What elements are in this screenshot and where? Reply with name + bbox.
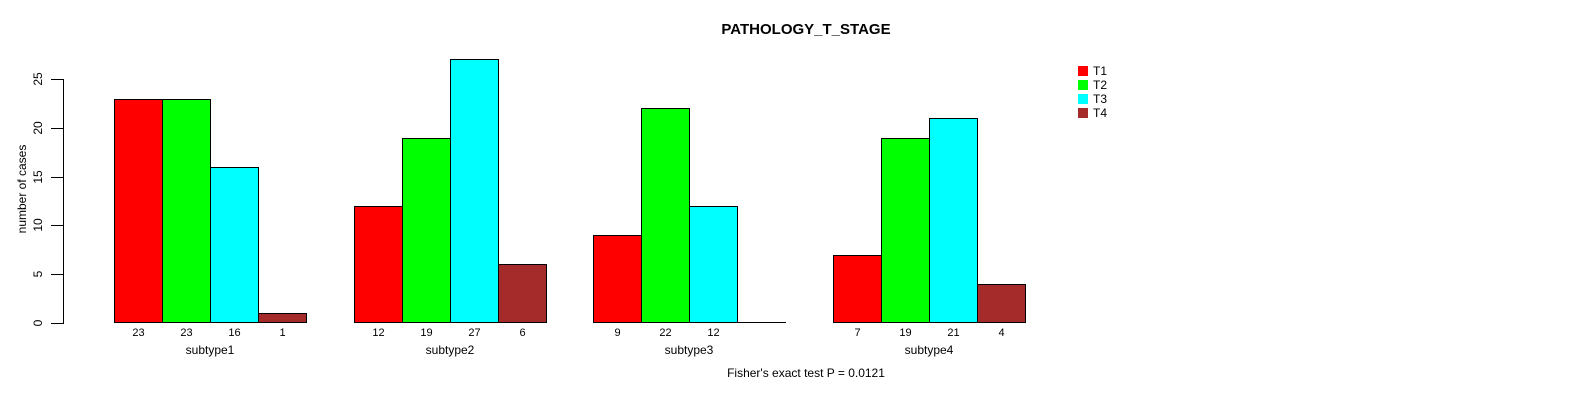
bar-value-label-subtype2-T2: 19: [420, 327, 433, 339]
legend-label-T2: T2: [1093, 77, 1108, 92]
legend-label-T3: T3: [1093, 91, 1108, 106]
category-label-subtype1: subtype1: [185, 343, 235, 357]
bar-subtype2-T2: [402, 137, 451, 323]
bar-subtype1-T4: [258, 313, 307, 323]
legend-swatch-T1: [1078, 66, 1088, 76]
bar-value-label-subtype1-T1: 23: [132, 327, 145, 339]
bar-subtype1-T2: [162, 98, 211, 323]
y-tick-label-10: 10: [31, 218, 45, 233]
bar-value-label-subtype4-T2: 19: [899, 327, 912, 339]
legend-item-T2: T2: [1078, 77, 1108, 92]
bar-value-label-subtype1-T3: 16: [228, 327, 241, 339]
bar-value-label-subtype3-T1: 9: [614, 327, 621, 339]
bar-subtype1-T3: [210, 166, 259, 323]
bar-value-label-subtype4-T1: 7: [854, 327, 861, 339]
bar-subtype4-T1: [833, 254, 882, 323]
category-label-subtype4: subtype4: [904, 343, 954, 357]
y-axis-tick: [51, 127, 63, 129]
bar-subtype2-T4: [498, 264, 547, 323]
category-label-subtype2: subtype2: [425, 343, 475, 357]
bar-value-label-subtype1-T4: 1: [279, 327, 286, 339]
y-axis-tick: [51, 79, 63, 80]
bar-subtype3-T2: [641, 108, 690, 323]
legend-label-T1: T1: [1093, 63, 1108, 78]
legend: T1 T2 T3 T4: [1078, 63, 1108, 122]
legend-item-T3: T3: [1078, 91, 1108, 106]
bar-value-label-subtype4-T4: 4: [998, 327, 1005, 339]
bar-subtype3-T1: [593, 235, 642, 323]
bar-value-label-subtype1-T2: 23: [180, 327, 193, 339]
y-axis-tick: [51, 225, 63, 227]
y-axis-label: number of cases: [15, 144, 29, 234]
legend-swatch-T3: [1078, 94, 1088, 104]
y-tick-label-0: 0: [31, 319, 45, 327]
legend-swatch-T4: [1078, 108, 1088, 118]
legend-swatch-T2: [1078, 80, 1088, 90]
y-axis-tick: [51, 323, 63, 324]
bar-subtype1-T1: [114, 98, 163, 323]
bar-value-label-subtype2-T3: 27: [468, 327, 481, 339]
bar-subtype4-T3: [929, 118, 978, 323]
y-tick-label-25: 25: [31, 72, 45, 86]
bar-value-label-subtype3-T3: 12: [707, 327, 720, 339]
category-label-subtype3: subtype3: [664, 343, 714, 357]
y-axis-tick: [51, 274, 63, 276]
y-axis-tick: [51, 176, 63, 178]
legend-item-T4: T4: [1078, 105, 1108, 120]
bar-subtype2-T1: [354, 205, 403, 323]
bar-subtype4-T4: [977, 283, 1026, 323]
bar-subtype3-T3: [689, 205, 738, 323]
chart-title: PATHOLOGY_T_STAGE: [721, 21, 891, 38]
bar-subtype2-T3: [450, 59, 499, 323]
y-axis-line: [63, 79, 64, 324]
legend-label-T4: T4: [1093, 105, 1108, 120]
legend-item-T1: T1: [1078, 63, 1108, 78]
bar-value-label-subtype2-T1: 12: [372, 327, 385, 339]
bar-value-label-subtype4-T3: 21: [947, 327, 960, 339]
bar-value-label-subtype2-T4: 6: [519, 327, 526, 339]
y-tick-label-15: 15: [31, 169, 45, 184]
y-tick-label-5: 5: [31, 270, 45, 278]
bar-subtype3-T4-zero: [737, 322, 786, 323]
y-tick-label-20: 20: [31, 121, 45, 135]
bar-subtype4-T2: [881, 137, 930, 323]
bar-value-label-subtype3-T2: 22: [659, 327, 672, 339]
fisher-test-annotation: Fisher's exact test P = 0.0121: [727, 366, 885, 380]
